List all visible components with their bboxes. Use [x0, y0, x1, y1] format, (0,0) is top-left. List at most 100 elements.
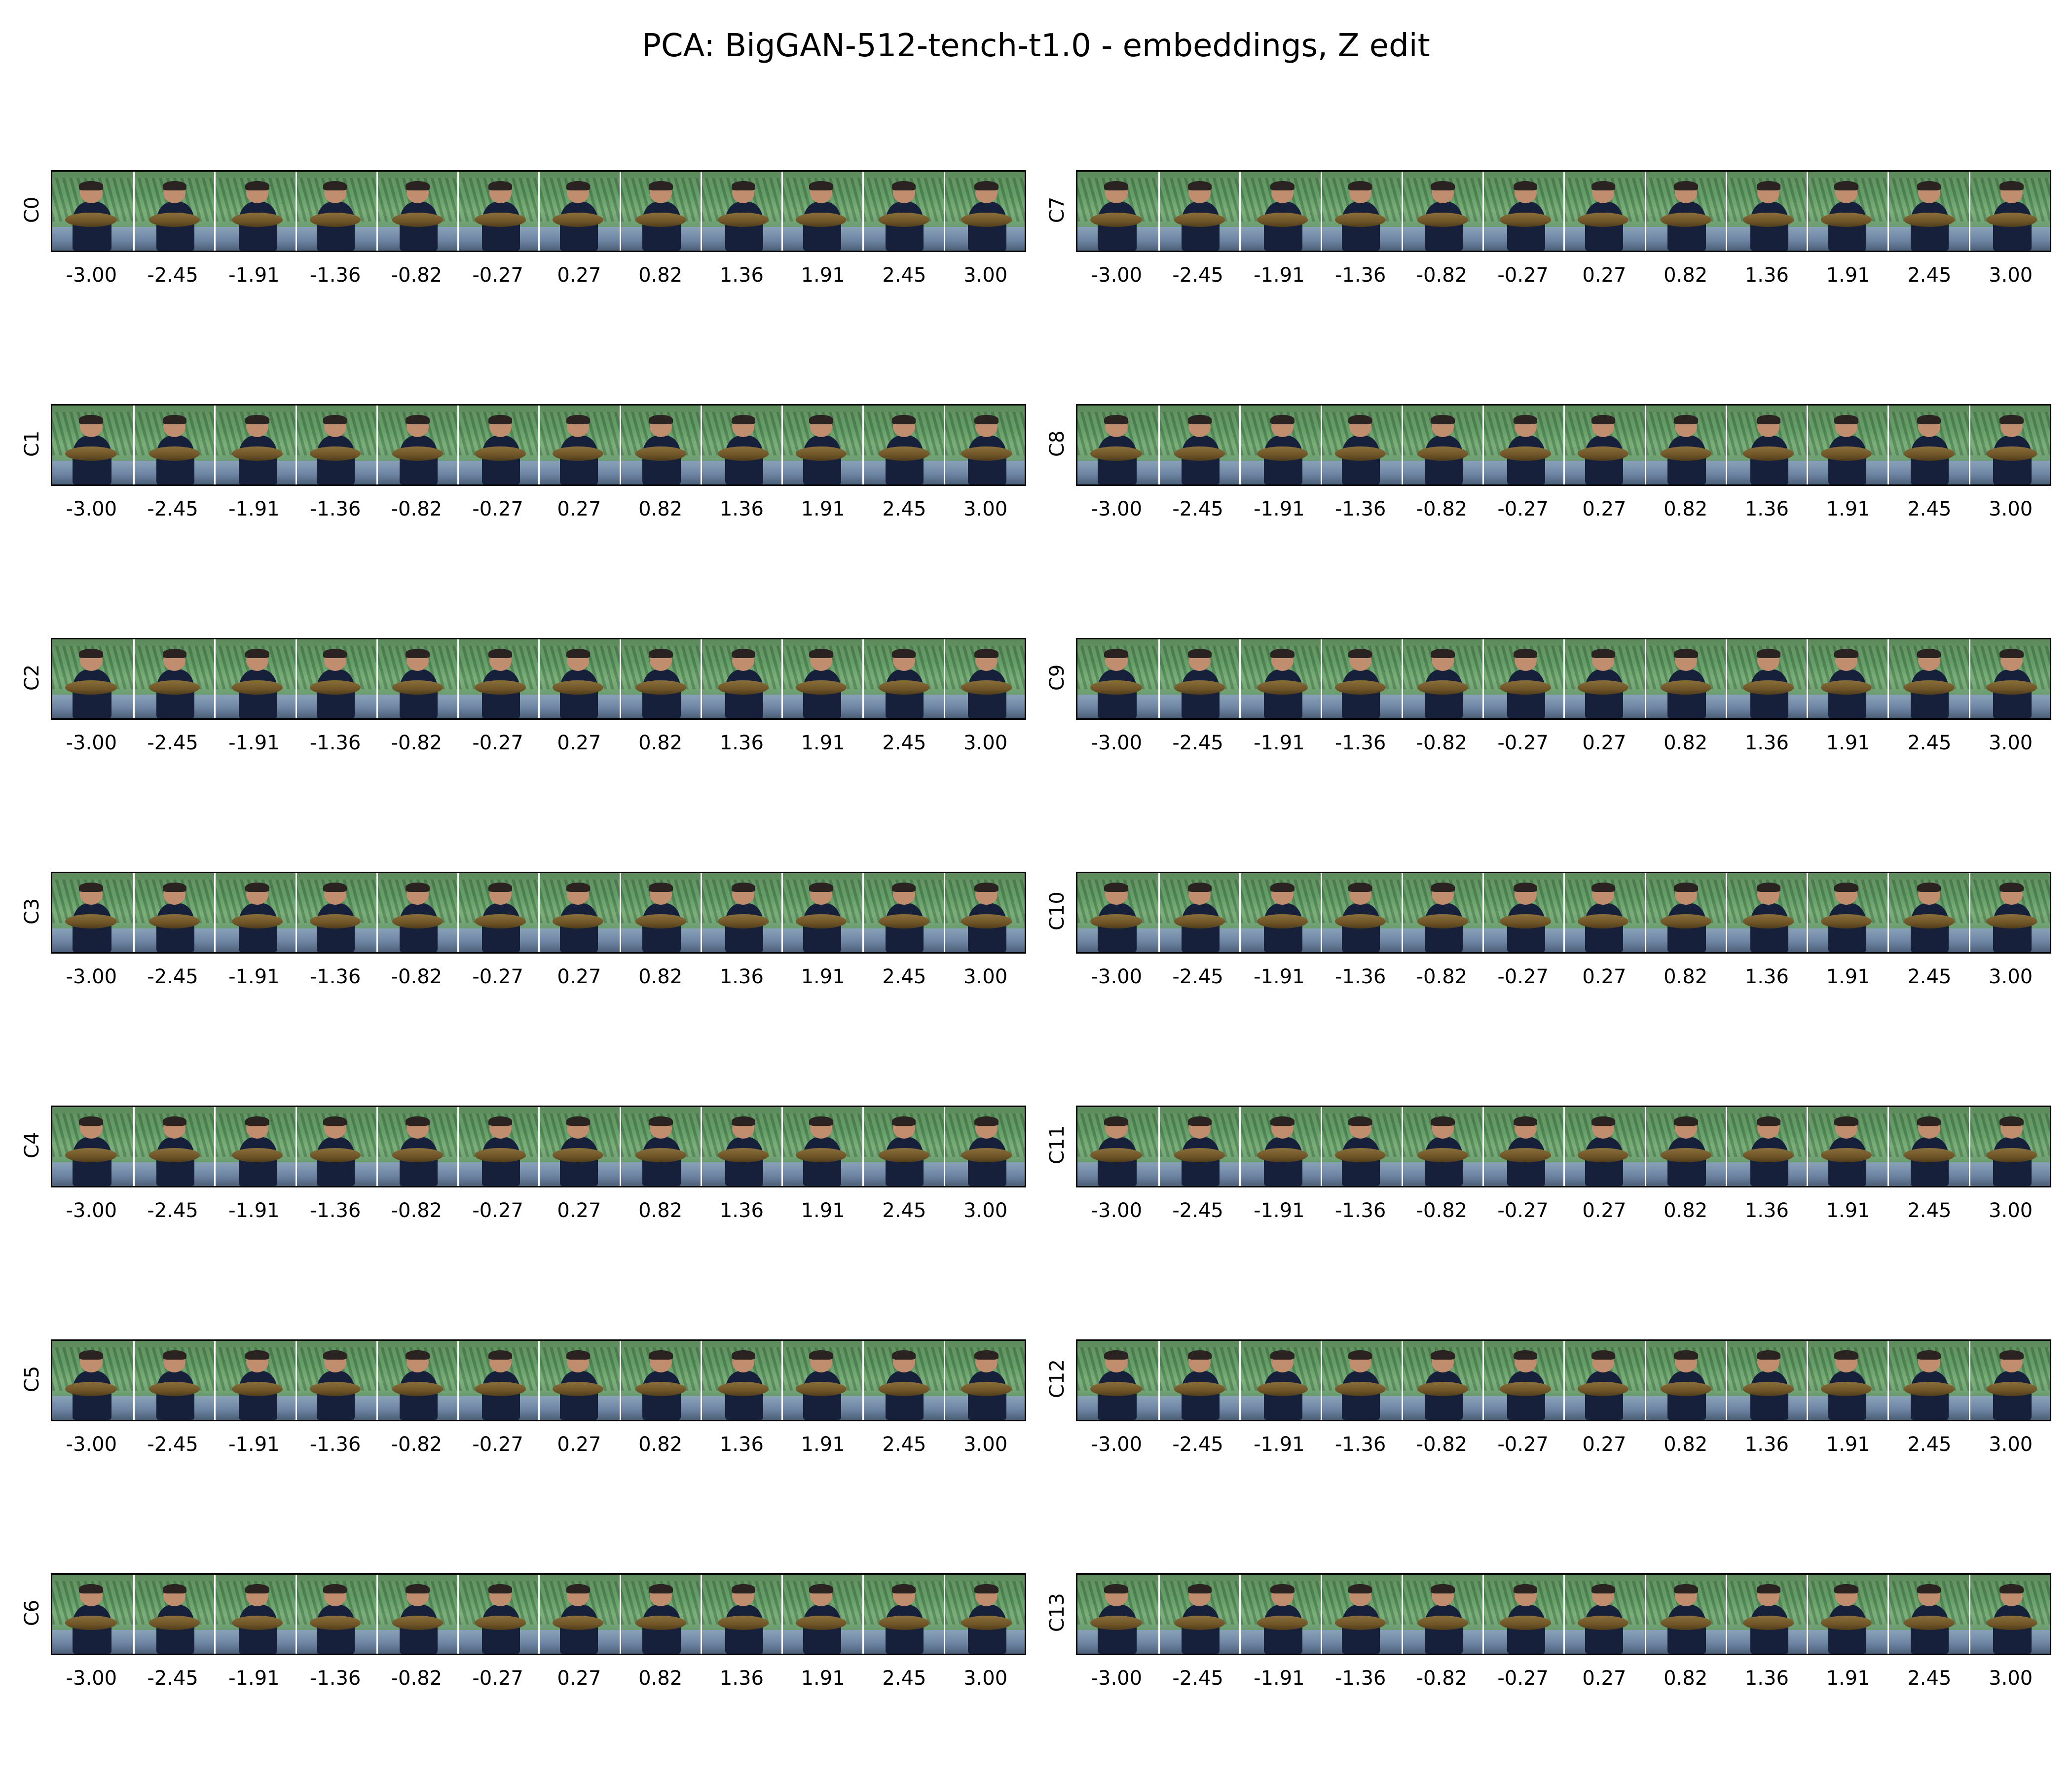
- tick-label-c0-9: 1.91: [782, 264, 864, 287]
- generated-image-c12-9: [1807, 1341, 1887, 1420]
- tick-label-c1-7: 0.82: [620, 498, 701, 520]
- generated-image-c12-4: [1402, 1341, 1482, 1420]
- generated-image-c2-8: [701, 639, 781, 718]
- generated-image-c0-2: [214, 172, 295, 251]
- generated-image-c12-6: [1563, 1341, 1644, 1420]
- generated-image-c10-11: [1969, 873, 2050, 952]
- generated-image-c12-3: [1321, 1341, 1402, 1420]
- tick-label-c9-11: 3.00: [1970, 732, 2051, 754]
- component-label-c1: C1: [21, 431, 43, 457]
- tick-label-c3-6: 0.27: [539, 965, 620, 988]
- tick-label-c3-4: -0.82: [376, 965, 457, 988]
- generated-image-c13-1: [1158, 1575, 1239, 1654]
- tick-label-c1-8: 1.36: [701, 498, 782, 520]
- generated-image-c2-9: [781, 639, 862, 718]
- generated-image-c8-0: [1077, 406, 1158, 484]
- generated-image-c5-6: [538, 1341, 619, 1420]
- tick-label-c3-9: 1.91: [782, 965, 864, 988]
- generated-image-c11-3: [1321, 1107, 1402, 1186]
- tick-label-c0-4: -0.82: [376, 264, 457, 287]
- generated-image-c3-0: [52, 873, 133, 952]
- generated-image-c3-7: [620, 873, 701, 952]
- tick-label-c13-4: -0.82: [1401, 1667, 1482, 1690]
- generated-image-c6-11: [944, 1575, 1025, 1654]
- tick-label-c4-2: -1.91: [214, 1199, 295, 1222]
- component-label-c3: C3: [21, 898, 43, 925]
- generated-image-c5-10: [862, 1341, 943, 1420]
- generated-image-c0-6: [538, 172, 619, 251]
- generated-image-c5-1: [133, 1341, 214, 1420]
- tick-label-c2-0: -3.00: [51, 732, 132, 754]
- tick-label-c9-0: -3.00: [1076, 732, 1157, 754]
- generated-image-c6-0: [52, 1575, 133, 1654]
- tick-label-c0-7: 0.82: [620, 264, 701, 287]
- generated-image-c12-8: [1726, 1341, 1807, 1420]
- tick-label-c5-2: -1.91: [214, 1433, 295, 1456]
- generated-image-c13-10: [1887, 1575, 1968, 1654]
- tick-label-c3-8: 1.36: [701, 965, 782, 988]
- image-strip-c12: [1076, 1339, 2051, 1421]
- tick-label-c5-6: 0.27: [539, 1433, 620, 1456]
- component-label-c7: C7: [1046, 197, 1069, 223]
- tick-label-c11-5: -0.27: [1482, 1199, 1564, 1222]
- tick-label-c8-2: -1.91: [1239, 498, 1320, 520]
- image-strip-c4: [51, 1106, 1026, 1187]
- generated-image-c5-4: [376, 1341, 457, 1420]
- generated-image-c3-9: [781, 873, 862, 952]
- image-strip-c8: [1076, 404, 2051, 486]
- generated-image-c8-2: [1239, 406, 1320, 484]
- image-strip-c11: [1076, 1106, 2051, 1187]
- tick-label-c11-10: 2.45: [1889, 1199, 1970, 1222]
- tick-label-c8-5: -0.27: [1482, 498, 1564, 520]
- tick-label-c6-4: -0.82: [376, 1667, 457, 1690]
- tick-label-c9-2: -1.91: [1239, 732, 1320, 754]
- generated-image-c13-8: [1726, 1575, 1807, 1654]
- tick-label-c7-9: 1.91: [1808, 264, 1889, 287]
- generated-image-c1-5: [457, 406, 538, 484]
- tick-label-c13-7: 0.82: [1645, 1667, 1726, 1690]
- generated-image-c12-2: [1239, 1341, 1320, 1420]
- tick-label-c4-8: 1.36: [701, 1199, 782, 1222]
- generated-image-c2-5: [457, 639, 538, 718]
- tick-label-c7-2: -1.91: [1239, 264, 1320, 287]
- generated-image-c9-9: [1807, 639, 1887, 718]
- tick-label-c13-0: -3.00: [1076, 1667, 1157, 1690]
- generated-image-c0-1: [133, 172, 214, 251]
- image-strip-c13: [1076, 1573, 2051, 1655]
- image-strip-c3: [51, 872, 1026, 954]
- image-strip-c2: [51, 638, 1026, 720]
- tick-label-c0-5: -0.27: [457, 264, 539, 287]
- tick-label-c13-9: 1.91: [1808, 1667, 1889, 1690]
- tick-label-c2-11: 3.00: [945, 732, 1026, 754]
- generated-image-c0-7: [620, 172, 701, 251]
- tick-label-c4-0: -3.00: [51, 1199, 132, 1222]
- generated-image-c6-8: [701, 1575, 781, 1654]
- tick-label-c6-8: 1.36: [701, 1667, 782, 1690]
- tick-label-c2-1: -2.45: [132, 732, 214, 754]
- generated-image-c6-7: [620, 1575, 701, 1654]
- generated-image-c12-0: [1077, 1341, 1158, 1420]
- tick-label-c12-7: 0.82: [1645, 1433, 1726, 1456]
- tick-label-c0-2: -1.91: [214, 264, 295, 287]
- tick-label-c12-6: 0.27: [1564, 1433, 1645, 1456]
- tick-label-c8-6: 0.27: [1564, 498, 1645, 520]
- generated-image-c6-10: [862, 1575, 943, 1654]
- tick-label-c3-7: 0.82: [620, 965, 701, 988]
- generated-image-c4-2: [214, 1107, 295, 1186]
- tick-label-c0-8: 1.36: [701, 264, 782, 287]
- tick-label-c12-2: -1.91: [1239, 1433, 1320, 1456]
- tick-label-c7-0: -3.00: [1076, 264, 1157, 287]
- generated-image-c8-9: [1807, 406, 1887, 484]
- generated-image-c6-2: [214, 1575, 295, 1654]
- generated-image-c9-1: [1158, 639, 1239, 718]
- tick-label-c10-7: 0.82: [1645, 965, 1726, 988]
- tick-label-c8-0: -3.00: [1076, 498, 1157, 520]
- tick-label-c0-1: -2.45: [132, 264, 214, 287]
- component-label-c9: C9: [1046, 665, 1069, 691]
- generated-image-c9-5: [1482, 639, 1563, 718]
- tick-label-c5-3: -1.36: [295, 1433, 376, 1456]
- tick-label-c10-0: -3.00: [1076, 965, 1157, 988]
- generated-image-c0-11: [944, 172, 1025, 251]
- tick-label-c5-10: 2.45: [864, 1433, 945, 1456]
- generated-image-c11-0: [1077, 1107, 1158, 1186]
